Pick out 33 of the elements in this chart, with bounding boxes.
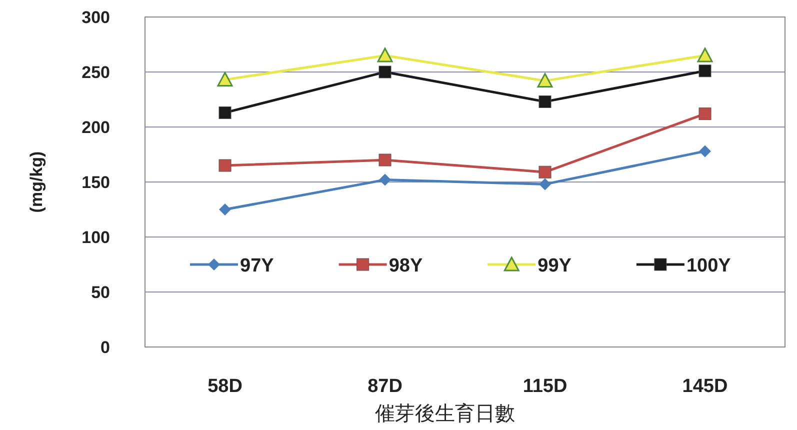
point	[377, 48, 393, 62]
x-tick-label: 145D	[682, 376, 728, 397]
legend-label: 99Y	[538, 256, 572, 276]
point	[537, 73, 553, 88]
x-tick-label: 87D	[368, 376, 402, 397]
point	[538, 166, 552, 178]
x-tick-label: 115D	[522, 376, 568, 397]
legend-label: 98Y	[388, 256, 423, 276]
x-axis-title: 催芽後生育日數	[375, 401, 515, 425]
x-tick-label: 58D	[208, 376, 242, 397]
y-tick-label: 200	[82, 118, 110, 137]
point	[697, 48, 713, 62]
point	[218, 106, 232, 119]
y-tick-label: 250	[82, 63, 110, 82]
y-tick-label: 50	[91, 283, 110, 302]
legend-label: 100Y	[686, 256, 732, 276]
point	[698, 64, 712, 78]
y-tick-label: 150	[82, 173, 110, 192]
point	[378, 154, 392, 166]
y-tick-label: 100	[82, 228, 110, 247]
y-tick-label: 0	[100, 338, 110, 357]
y-tick-label: 300	[82, 8, 110, 27]
point	[699, 145, 711, 158]
point	[538, 95, 552, 108]
legend-label: 97Y	[240, 256, 274, 276]
point	[539, 178, 551, 190]
point	[219, 204, 231, 216]
y-axis-title: (mg/kg)	[27, 151, 46, 213]
point	[218, 159, 232, 172]
point	[698, 108, 712, 120]
point	[217, 72, 233, 86]
point	[378, 66, 392, 78]
point	[379, 174, 391, 186]
